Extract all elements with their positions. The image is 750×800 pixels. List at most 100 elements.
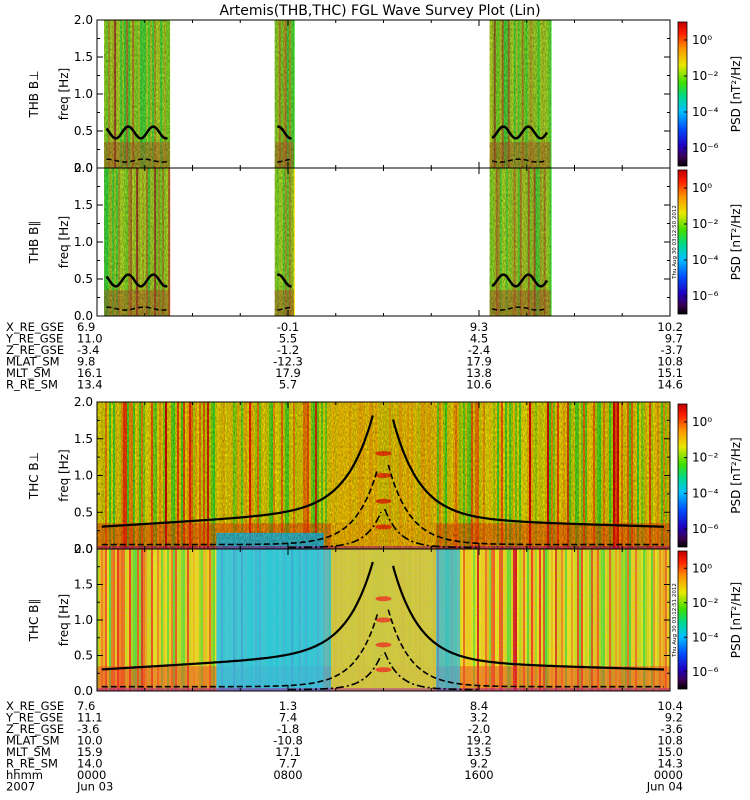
characteristic-frequency-curve [101, 415, 374, 528]
colorbar-tick-label: 10⁻⁶ [692, 522, 719, 536]
spectrogram-panel-thc-perp: 0.0 0.5 1.0 1.5 2.0 THC B⊥ freq [Hz] 10⁰ 10⁻² 10⁻… [27, 395, 743, 556]
ephemeris-value: Jun 03 [76, 780, 113, 794]
ephemeris-row-label: 2007 [6, 780, 35, 794]
ephemeris-value: 11.0 [77, 332, 103, 346]
characteristic-frequency-curve [392, 565, 664, 671]
colorbar-tick-label: 10⁻⁴ [692, 630, 719, 644]
ephemeris-value: 9.2 [470, 757, 488, 771]
y-tick-label: 0.0 [74, 161, 93, 175]
y-tick-label: 0.0 [74, 542, 93, 556]
thb-ephemeris-table: X_RE_GSE 6.9 -0.1 9.3 10.2 Y_RE_GSE 11.0 5.5 4.5… [5, 320, 683, 392]
ephemeris-value: 13.5 [466, 745, 492, 759]
ephemeris-value: 7.7 [279, 757, 297, 771]
y-axis-unit-label: freq [Hz] [57, 594, 71, 646]
y-tick-label: 1.5 [74, 578, 93, 592]
ephemeris-value: -3.6 [77, 722, 99, 736]
y-axis-unit-label: freq [Hz] [57, 216, 71, 268]
ephemeris-row-label: Z_RE_GSE [6, 343, 64, 357]
characteristic-frequency-curve [491, 306, 548, 311]
ephemeris-value: 4.5 [470, 332, 488, 346]
panel-frame [96, 19, 671, 169]
y-tick-label: 2.0 [74, 13, 93, 27]
ephemeris-value: 8.4 [470, 699, 488, 713]
ephemeris-value: -3.7 [661, 343, 683, 357]
characteristic-frequency-curve [106, 158, 168, 163]
ephemeris-row-label: MLAT_SM [6, 355, 60, 369]
ephemeris-value: 1.3 [279, 699, 297, 713]
colorbar-tick-label: 10⁰ [692, 415, 712, 429]
ephemeris-row-label: MLT_SM [6, 366, 51, 380]
y-axis-label: THC B⊥ [27, 452, 41, 500]
ephemeris-value: 5.5 [279, 332, 297, 346]
ephemeris-value: -2.4 [468, 343, 490, 357]
y-tick-label: 1.0 [74, 469, 93, 483]
characteristic-frequency-curve [491, 158, 548, 163]
characteristic-frequency-curve [277, 273, 292, 288]
characteristic-frequency-curve [277, 158, 292, 163]
ephemeris-value: 17.9 [275, 366, 301, 380]
y-tick-label: 0.0 [74, 309, 93, 323]
ephemeris-value: 9.7 [665, 332, 683, 346]
ephemeris-row-label: R_RE_SM [6, 378, 58, 392]
ephemeris-row-label: R_RE_SM [6, 757, 58, 771]
y-axis-label: THC B∥ [27, 599, 41, 643]
ephemeris-value: 15.1 [657, 366, 683, 380]
ephemeris-value: 13.4 [77, 378, 103, 392]
panel-frame [96, 167, 671, 317]
colorbar-tick-label: 10⁻² [692, 451, 719, 465]
ephemeris-value: 14.6 [657, 378, 683, 392]
ephemeris-row-label: Z_RE_GSE [6, 722, 64, 736]
characteristic-frequency-curve [101, 468, 379, 546]
thc-ephemeris-table: X_RE_GSE 7.6 1.3 8.4 10.4 Y_RE_GSE 11.1 7.4 3.2 9… [5, 699, 683, 794]
colorbar: 10⁰ 10⁻² 10⁻⁴ 10⁻⁶ PSD [nT²/Hz] [677, 550, 743, 690]
ephemeris-value: 10.2 [657, 320, 683, 334]
colorbar-tick-label: 10⁻⁴ [692, 253, 719, 267]
ephemeris-row-label: Y_RE_GSE [5, 711, 63, 725]
ephemeris-value: 10.8 [657, 355, 683, 369]
characteristic-frequency-curve [101, 561, 374, 671]
characteristic-frequency-curve [383, 651, 478, 691]
chart-title: Artemis(THB,THC) FGL Wave Survey Plot (L… [219, 3, 540, 19]
ephemeris-value: 0000 [77, 768, 106, 782]
y-tick-label: 0.5 [74, 272, 93, 286]
ephemeris-value: 5.7 [279, 378, 297, 392]
y-tick-label: 1.0 [74, 613, 93, 627]
colorbar-label: PSD [nT²/Hz] [729, 437, 743, 513]
spectrogram-panel-thb-perp: 0.0 0.5 1.0 1.5 2.0 THB B⊥ freq [Hz] 10⁰ 10⁻² 10⁻… [27, 13, 743, 175]
ephemeris-row-label: MLAT_SM [6, 734, 60, 748]
ephemeris-value: 16.1 [77, 366, 103, 380]
ephemeris-row-label: Y_RE_GSE [5, 332, 63, 346]
characteristic-frequency-curve [105, 125, 168, 140]
ephemeris-value: -3.6 [661, 722, 683, 736]
colorbar-label: PSD [nT²/Hz] [729, 56, 743, 132]
colorbar-tick-label: 10⁻⁴ [692, 486, 719, 500]
ephemeris-value: 15.9 [77, 745, 103, 759]
characteristic-frequency-curve [277, 125, 292, 140]
ephemeris-value: 6.9 [77, 320, 95, 334]
ephemeris-value: 17.9 [466, 355, 492, 369]
ephemeris-value: -1.2 [277, 343, 299, 357]
y-axis-label: THB B⊥ [27, 70, 41, 118]
y-tick-label: 1.5 [74, 198, 93, 212]
ephemeris-row-label: MLT_SM [6, 745, 51, 759]
ephemeris-value: 9.8 [77, 355, 95, 369]
y-axis-unit-label: freq [Hz] [57, 449, 71, 501]
colorbar-tick-label: 10⁻² [692, 596, 719, 610]
ephemeris-value: 9.2 [665, 711, 683, 725]
ephemeris-value: 10.6 [466, 378, 492, 392]
ephemeris-value: 17.1 [275, 745, 301, 759]
ephemeris-row-label: X_RE_GSE [6, 320, 64, 334]
ephemeris-value: -0.1 [277, 320, 299, 334]
ephemeris-row-label: hhmm [6, 768, 43, 782]
ephemeris-value: -2.0 [468, 722, 490, 736]
spectrogram-panel-thb-par: 0.0 0.5 1.0 1.5 2.0 THB B∥ freq [Hz] 10⁰ 10⁻² 10⁻… [27, 161, 743, 323]
side-stamp: Thu Aug 30 03:12:51 2012 [672, 583, 678, 658]
colorbar-tick-label: 10⁻⁶ [692, 665, 719, 679]
characteristic-frequency-curve [106, 306, 168, 311]
characteristic-frequency-curve [387, 609, 664, 688]
ephemeris-value: 19.2 [466, 734, 492, 748]
ephemeris-value: 13.8 [466, 366, 492, 380]
ephemeris-value: 14.3 [657, 757, 683, 771]
colorbar: 10⁰ 10⁻² 10⁻⁴ 10⁻⁶ PSD [nT²/Hz] [677, 21, 743, 167]
